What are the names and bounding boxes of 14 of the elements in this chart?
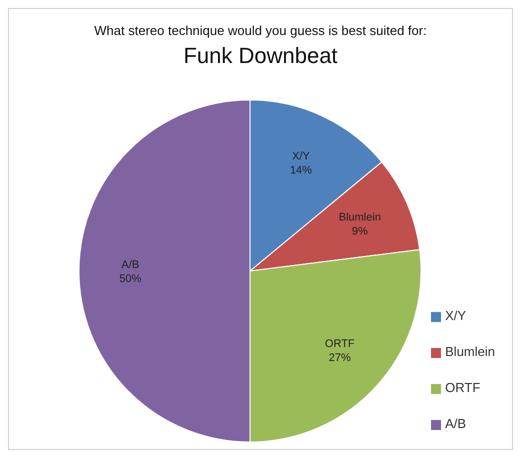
chart-title: Funk Downbeat — [182, 43, 339, 69]
legend-label: X/Y — [445, 308, 466, 323]
data-label: 14% — [290, 164, 312, 177]
slice-label: A/B — [121, 259, 140, 271]
legend-label: Blumlein — [445, 344, 495, 359]
data-label: 27% — [328, 352, 352, 364]
data-label: 50% — [119, 273, 142, 285]
legend-label: A/B — [445, 416, 466, 431]
data-label: 9% — [352, 225, 368, 238]
chart-subtitle: What stereo technique would you guess is best suited for: — [93, 23, 428, 38]
slice-label: ORTF — [324, 338, 355, 350]
legend-label: ORTF — [445, 380, 480, 395]
slice-label: X/Y — [292, 150, 310, 163]
slice-label: Blumlein — [338, 211, 381, 224]
